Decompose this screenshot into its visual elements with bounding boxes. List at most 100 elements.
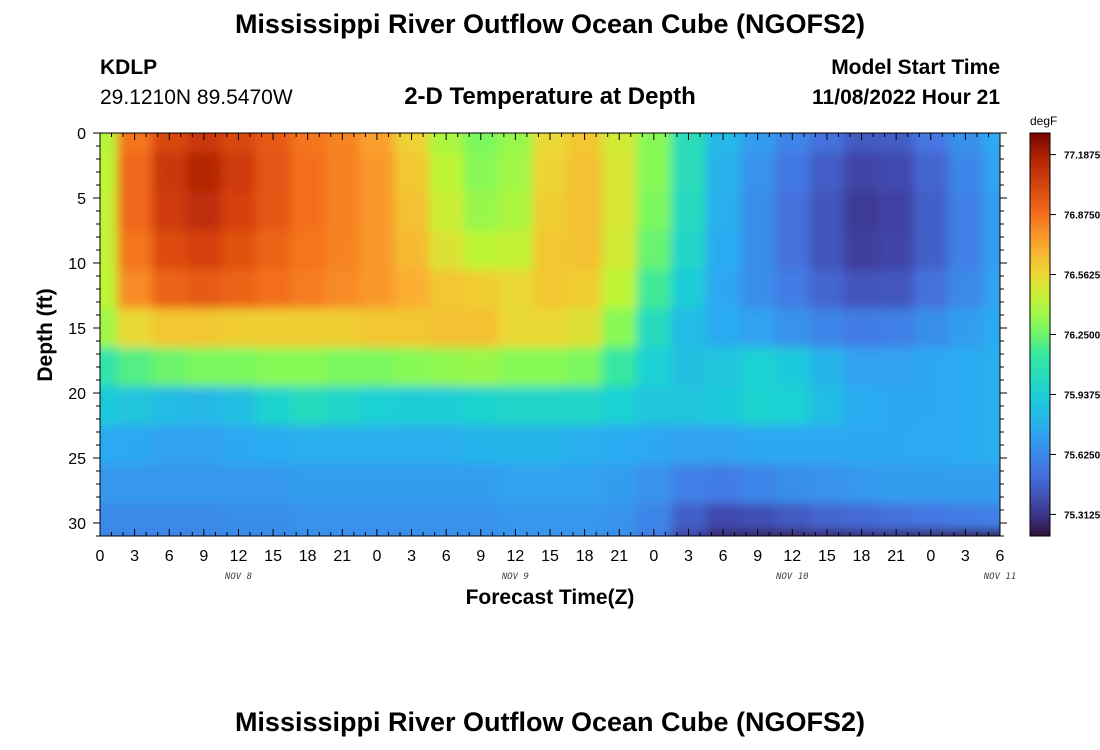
heatmap-cell xyxy=(982,308,1000,349)
heatmap-cell xyxy=(428,464,465,505)
x-tick-label: 0 xyxy=(926,548,935,565)
heatmap-cell xyxy=(775,386,811,427)
heatmap-cell xyxy=(428,347,465,388)
heatmap-cell xyxy=(255,152,291,193)
heatmap-cell xyxy=(221,503,257,531)
heatmap-cell xyxy=(601,308,638,349)
y-tick-label: 25 xyxy=(68,451,86,468)
heatmap-cell xyxy=(948,347,984,388)
heatmap-cell xyxy=(948,386,984,427)
heatmap-cell xyxy=(290,347,326,388)
x-tick-label: 6 xyxy=(719,548,728,565)
heatmap-cell xyxy=(636,230,672,271)
heatmap-cell xyxy=(221,464,257,505)
heatmap-cell xyxy=(151,503,188,531)
heatmap-cell xyxy=(498,464,534,505)
x-tick-label: 6 xyxy=(442,548,451,565)
heatmap-cell xyxy=(186,133,222,154)
heatmap-cell xyxy=(982,529,1000,536)
y-axis-title: Depth (ft) xyxy=(34,288,57,381)
heatmap-cell xyxy=(948,133,984,154)
heatmap-cell xyxy=(671,230,707,271)
heatmap-cell xyxy=(567,386,603,427)
heatmap-cell xyxy=(671,347,707,388)
colorbar-label: 75.9375 xyxy=(1064,390,1100,401)
heatmap-cell xyxy=(359,230,395,271)
heatmap-cell xyxy=(740,425,776,466)
heatmap-cell xyxy=(913,464,949,505)
heatmap-cell xyxy=(394,347,430,388)
heatmap-cell xyxy=(982,133,1000,154)
heatmap-cell xyxy=(982,425,1000,466)
heatmap-cell xyxy=(255,386,291,427)
heatmap-cell xyxy=(913,269,949,310)
x-tick-label: 0 xyxy=(649,548,658,565)
x-tick-label: 3 xyxy=(961,548,970,565)
x-tick-label: 21 xyxy=(333,548,351,565)
heatmap-cell xyxy=(567,133,603,154)
heatmap-cell xyxy=(100,425,118,466)
heatmap-cell xyxy=(913,386,949,427)
heatmap-cell xyxy=(775,503,811,531)
heatmap-cell xyxy=(809,503,845,531)
heatmap-cell xyxy=(671,152,707,193)
heatmap-cell xyxy=(325,308,361,349)
heatmap-cell xyxy=(100,503,118,531)
heatmap-cell xyxy=(428,308,465,349)
heatmap-cell xyxy=(255,425,291,466)
y-tick-label: 15 xyxy=(68,321,86,338)
heatmap-cell xyxy=(498,269,534,310)
heatmap-cell xyxy=(532,191,568,232)
x-tick-label: 18 xyxy=(853,548,871,565)
heatmap-cell xyxy=(705,152,741,193)
heatmap-cell xyxy=(325,464,361,505)
heatmap-cell xyxy=(290,503,326,531)
colorbar-label: 76.2500 xyxy=(1064,331,1100,342)
heatmap-cell xyxy=(186,191,222,232)
heatmap-cell xyxy=(705,464,741,505)
heatmap-cell xyxy=(463,191,499,232)
heatmap-cell xyxy=(151,308,188,349)
heatmap-cell xyxy=(428,425,465,466)
x-tick-label: 12 xyxy=(230,548,248,565)
heatmap-cell xyxy=(913,503,949,531)
heatmap-cell xyxy=(394,133,430,154)
heatmap-cell xyxy=(221,133,257,154)
heatmap-cell xyxy=(117,269,153,310)
heatmap-cell xyxy=(463,230,499,271)
colorbar: degF 77.1875 76.8750 76.5625 76.2500 75.9375… xyxy=(1029,114,1100,537)
heatmap-cell xyxy=(671,133,707,154)
heatmap-cell xyxy=(100,152,118,193)
heatmap-cell xyxy=(151,269,188,310)
y-tick-label: 30 xyxy=(68,516,86,533)
y-tick-label: 20 xyxy=(68,386,86,403)
heatmap-cell xyxy=(844,152,880,193)
heatmap-cell xyxy=(498,191,534,232)
heatmap-cell xyxy=(255,191,291,232)
x-tick-label: 18 xyxy=(299,548,317,565)
heatmap-cell xyxy=(982,152,1000,193)
heatmap-cell xyxy=(394,152,430,193)
heatmap-cell xyxy=(671,464,707,505)
heatmap-cell xyxy=(325,230,361,271)
heatmap-cell xyxy=(809,152,845,193)
heatmap-cell xyxy=(948,308,984,349)
y-axis-ticks: 0 5 10 15 20 25 30 xyxy=(68,126,1007,537)
heatmap-cell xyxy=(878,152,915,193)
heatmap-cell xyxy=(809,464,845,505)
x-tick-label: 6 xyxy=(996,548,1005,565)
heatmap-cell xyxy=(100,308,118,349)
heatmap-cell xyxy=(740,191,776,232)
model-start-label: Model Start Time xyxy=(831,56,1000,79)
heatmap-cell xyxy=(913,308,949,349)
heatmap-cell xyxy=(221,152,257,193)
heatmap-cell xyxy=(567,308,603,349)
heatmap-cell xyxy=(567,464,603,505)
heatmap-cell xyxy=(290,308,326,349)
heatmap-cell xyxy=(186,386,222,427)
heatmap-cell xyxy=(601,133,638,154)
heatmap-cell xyxy=(532,425,568,466)
heatmap-cell xyxy=(428,386,465,427)
x-tick-label: 9 xyxy=(753,548,762,565)
heatmap-cell xyxy=(982,464,1000,505)
